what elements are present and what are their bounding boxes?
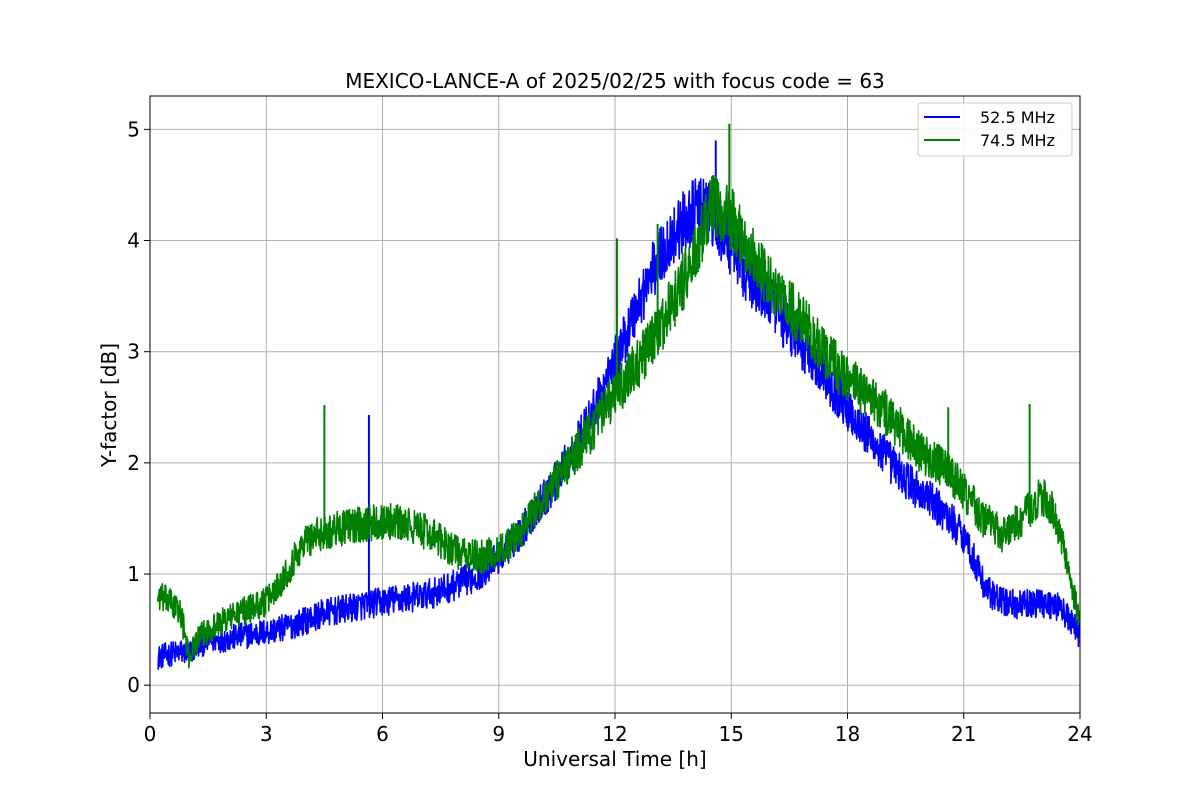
legend-label-52-5: 52.5 MHz	[980, 108, 1055, 127]
x-axis-title: Universal Time [h]	[523, 747, 706, 771]
series-line-0	[157, 178, 1080, 671]
y-tick-label: 3	[127, 340, 140, 364]
x-tick-label: 9	[492, 722, 505, 746]
y-tick-label: 5	[127, 117, 140, 141]
series-layer	[156, 123, 1080, 671]
x-tick-label: 6	[376, 722, 389, 746]
x-tick-label: 15	[719, 722, 744, 746]
x-tick-label: 18	[835, 722, 860, 746]
y-axis-title: Y-factor [dB]	[97, 343, 121, 468]
series-line-1	[156, 174, 1080, 669]
legend: 52.5 MHz 74.5 MHz	[917, 102, 1073, 157]
x-tick-label: 24	[1067, 722, 1092, 746]
y-tick-label: 1	[127, 562, 140, 586]
legend-label-74-5: 74.5 MHz	[980, 131, 1055, 150]
chart-title: MEXICO-LANCE-A of 2025/02/25 with focus …	[345, 69, 885, 93]
x-tick-label: 3	[260, 722, 273, 746]
x-tick-label: 12	[602, 722, 627, 746]
x-tick-label: 0	[144, 722, 157, 746]
x-tick-label: 21	[951, 722, 976, 746]
y-tick-label: 2	[127, 451, 140, 475]
y-tick-label: 0	[127, 673, 140, 697]
y-tick-label: 4	[127, 229, 140, 253]
